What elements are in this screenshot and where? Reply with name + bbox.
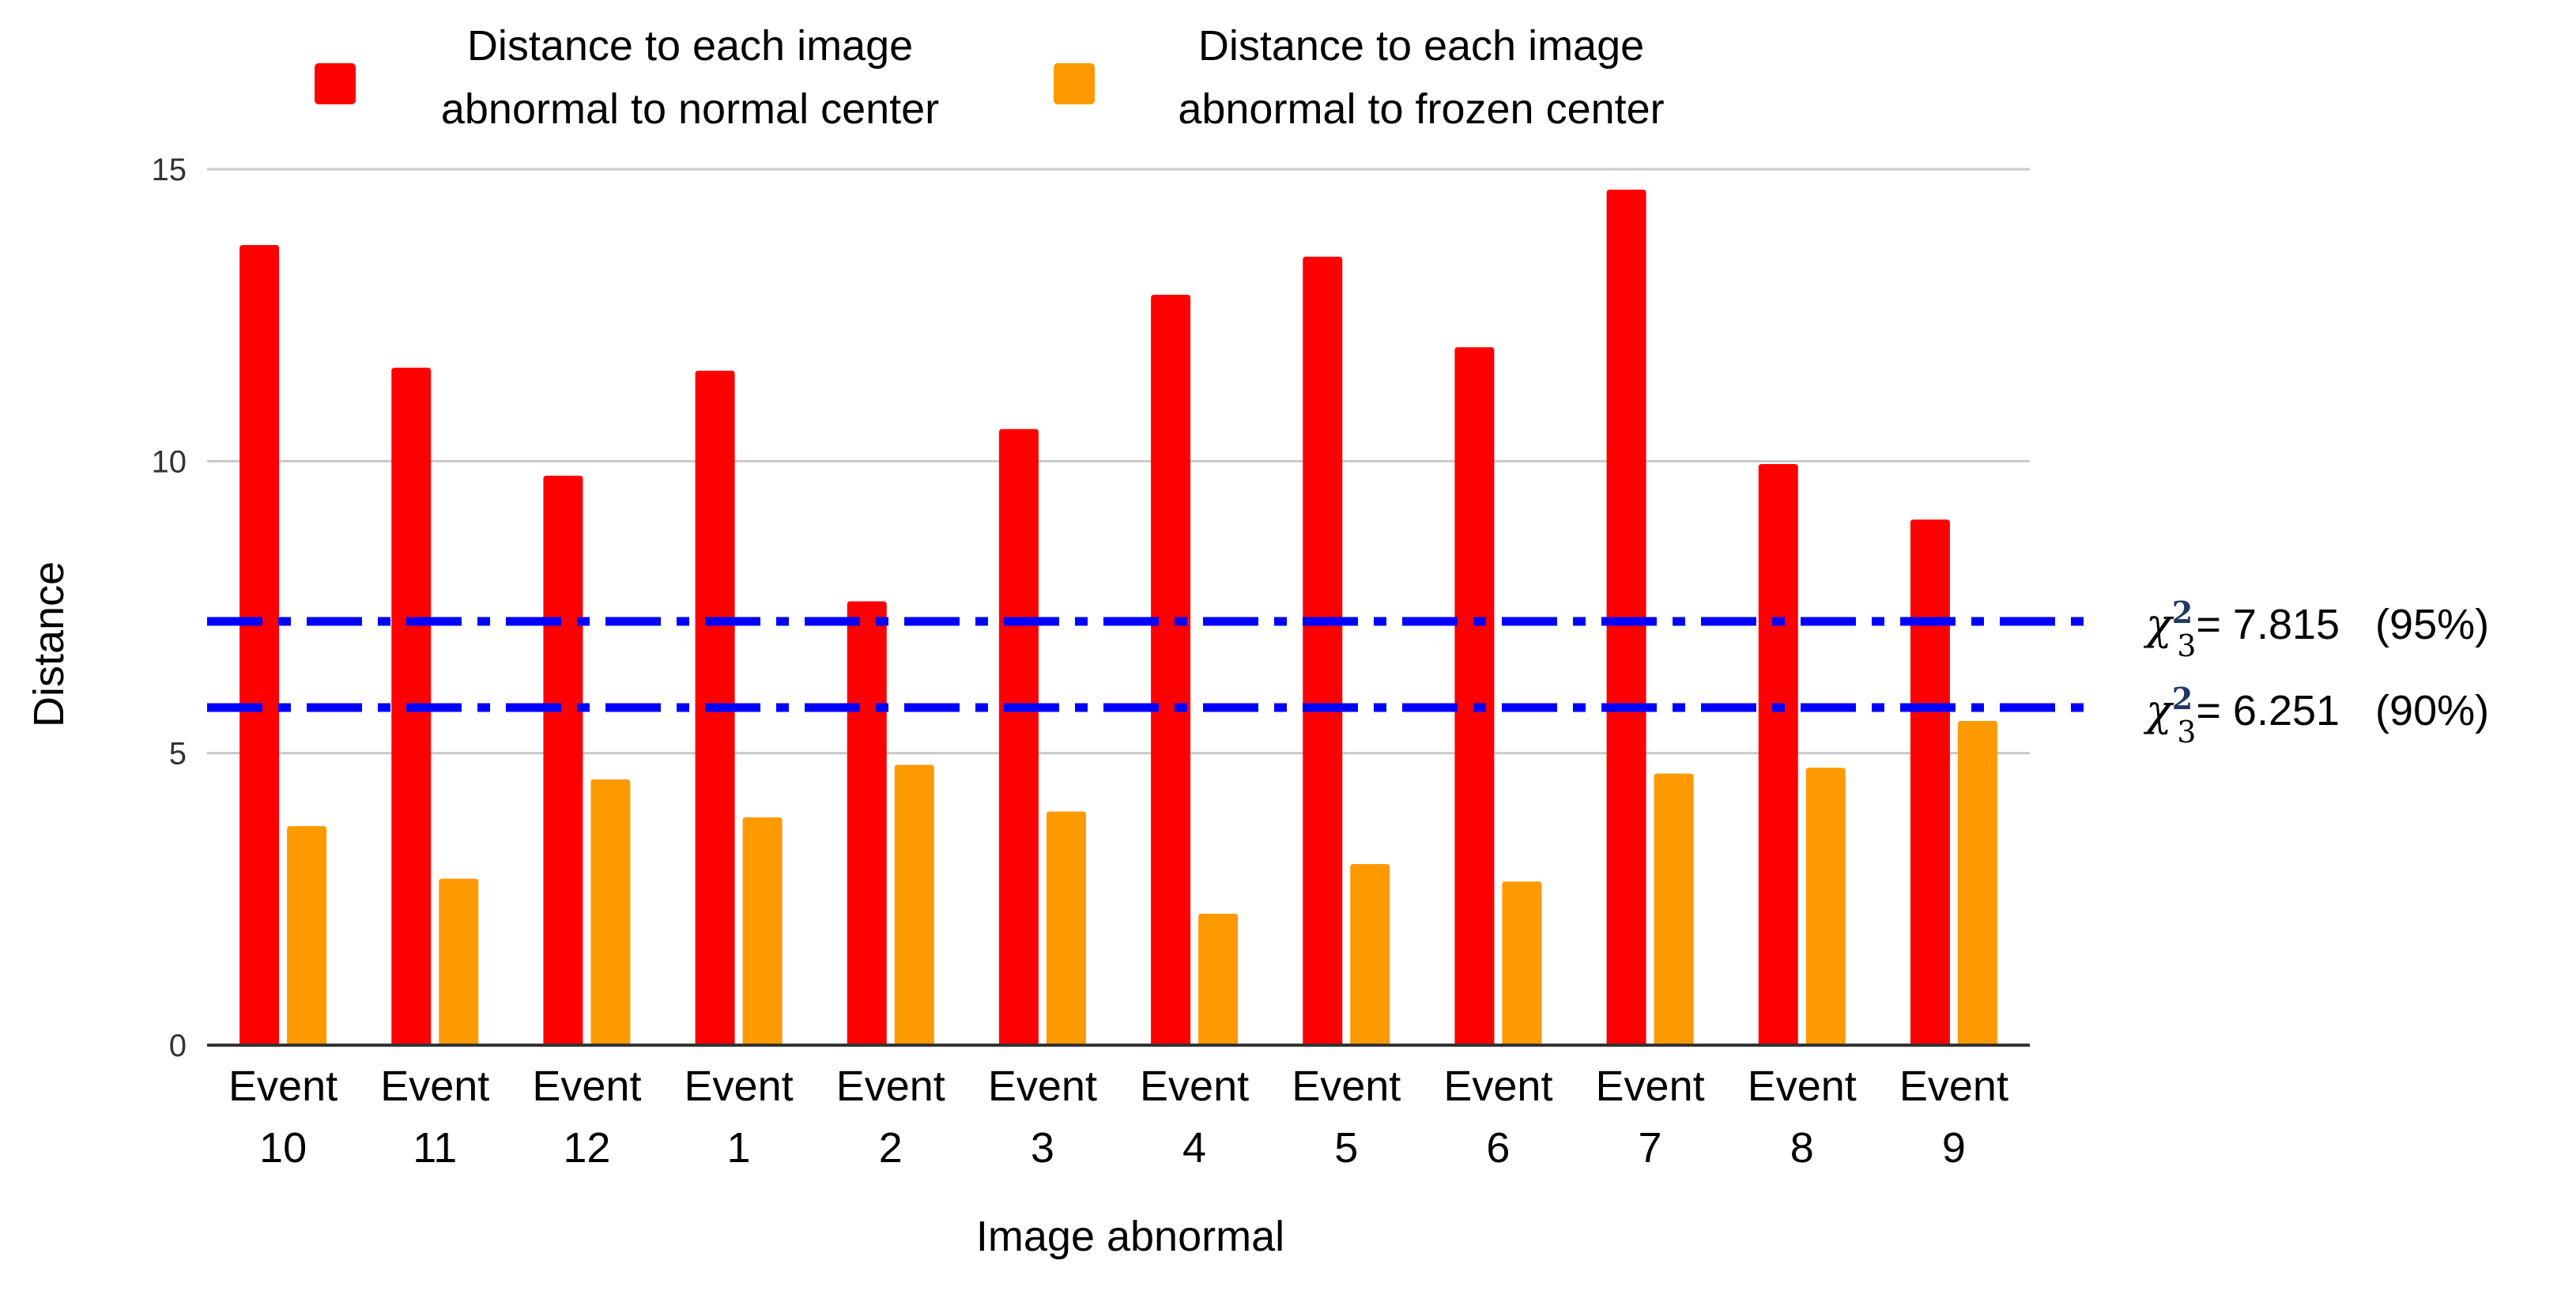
x-tick-label: Event 1 xyxy=(685,1063,794,1172)
bar-frozen-center xyxy=(1198,913,1239,1045)
x-tick-label: Event 9 xyxy=(1899,1063,2008,1172)
x-tick-label: Event 2 xyxy=(836,1063,945,1172)
bar-frozen-center xyxy=(287,826,327,1045)
y-tick-label: 0 xyxy=(169,1029,187,1063)
reference-line-label: χ2 3= 6.251 (90%) xyxy=(2143,681,2489,749)
x-axis-title: Image abnormal xyxy=(976,1213,1284,1260)
bar-frozen-center xyxy=(1957,721,1997,1045)
y-tick-label: 10 xyxy=(152,444,187,479)
x-tick-label: Event 6 xyxy=(1443,1063,1552,1172)
bar-normal-center xyxy=(239,245,280,1045)
bar-normal-center xyxy=(543,475,583,1045)
x-tick-label: Event 12 xyxy=(532,1063,641,1172)
legend-swatch xyxy=(315,63,356,104)
x-tick-label: Event 11 xyxy=(380,1063,489,1172)
bar-normal-center xyxy=(1151,294,1191,1045)
bar-frozen-center xyxy=(1046,811,1086,1045)
bar-frozen-center xyxy=(1805,768,1846,1045)
bar-frozen-center xyxy=(439,878,479,1045)
legend-label: Distance to each image abnormal to normal… xyxy=(441,22,939,133)
bar-frozen-center xyxy=(590,779,631,1045)
reference-line-label: χ2 3= 7.815 (95%) xyxy=(2143,595,2489,663)
x-tick-label: Event 10 xyxy=(228,1063,338,1172)
x-tick-label: Event 5 xyxy=(1292,1063,1401,1172)
x-tick-label: Event 4 xyxy=(1140,1063,1249,1172)
legend-label: Distance to each image abnormal to frozen… xyxy=(1178,22,1664,133)
bar-normal-center xyxy=(1910,519,1950,1045)
x-tick-label: Event 7 xyxy=(1596,1063,1705,1172)
bar-frozen-center xyxy=(1502,881,1542,1045)
y-tick-label: 5 xyxy=(169,737,187,772)
x-tick-label: Event 3 xyxy=(988,1063,1097,1172)
bar-frozen-center xyxy=(894,764,934,1045)
bar-normal-center xyxy=(998,428,1039,1045)
bar-frozen-center xyxy=(1654,773,1694,1045)
x-tick-label: Event 8 xyxy=(1748,1063,1857,1172)
bar-normal-center xyxy=(1303,256,1343,1045)
bar-normal-center xyxy=(847,601,887,1045)
y-tick-label: 15 xyxy=(152,153,187,187)
bar-frozen-center xyxy=(1350,864,1390,1045)
legend-swatch xyxy=(1054,63,1095,104)
bar-frozen-center xyxy=(742,817,783,1045)
bar-normal-center xyxy=(1454,347,1495,1045)
bar-normal-center xyxy=(1758,464,1798,1045)
y-axis-title: Distance xyxy=(25,561,73,727)
